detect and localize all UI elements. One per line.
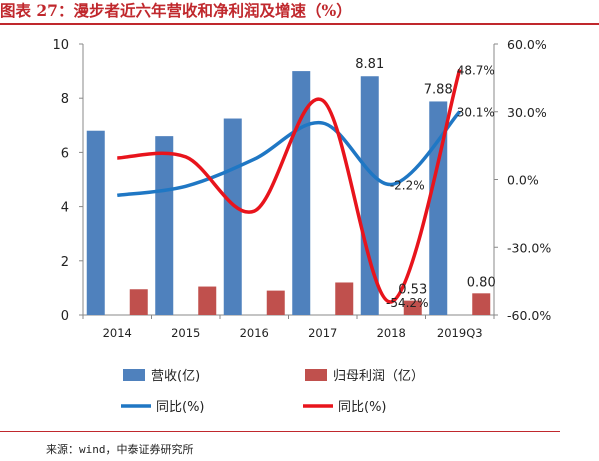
profit-bar: [198, 286, 217, 315]
data-label: 7.88: [424, 82, 453, 97]
legend-revenue-bar-label: 营收(亿): [151, 369, 200, 384]
legend-profit-growth-line-label: 同比(%): [338, 400, 387, 415]
data-label: 0.53: [398, 283, 427, 298]
right-axis-tick-label: -30.0%: [507, 240, 551, 255]
profit-bar: [266, 290, 285, 315]
left-axis-tick-label: 4: [61, 201, 69, 216]
legend-profit-bar-swatch: [305, 369, 327, 381]
revenue-bar: [429, 101, 448, 316]
left-axis-tick-label: 8: [61, 92, 69, 107]
chart-axes: 0 2 4 6 8 10 -60.0% -30.0% 0.0% 30.0% 60.0% 2014 201…: [52, 37, 551, 340]
revenue-bar: [223, 118, 242, 316]
bottom-rule: [0, 431, 560, 432]
figure-title: 图表 27：漫步者近六年营收和净利润及增速（%）: [0, 1, 352, 20]
chart-data-labels: 8.81 7.88 0.53 0.80 -2.2% 30.1% -54.2% 48.7%: [355, 57, 495, 310]
x-axis-tick-label: 2014: [103, 326, 132, 340]
data-label: 0.80: [467, 275, 496, 290]
chart-legend: 营收(亿) 归母利润（亿） 同比(%) 同比(%): [121, 369, 424, 415]
right-axis-tick-label: 0.0%: [507, 173, 539, 188]
profit-bar: [472, 293, 491, 315]
chart-lines: [117, 69, 462, 304]
profit-bar: [403, 300, 422, 315]
right-axis-tick-label: 60.0%: [507, 37, 547, 52]
profit-bar: [335, 282, 354, 315]
left-axis-tick-label: 10: [52, 38, 69, 53]
profit-growth-line: [117, 69, 462, 304]
x-axis-tick-label: 2015: [171, 326, 200, 340]
x-axis-tick-label: 2016: [240, 326, 269, 340]
legend-revenue-bar-swatch: [123, 369, 145, 381]
source-note: 来源：wind，中泰证券研究所: [46, 443, 194, 456]
data-label: 48.7%: [457, 64, 495, 78]
title-rule: [0, 23, 599, 25]
x-axis-tick-label: 2019Q3: [437, 326, 483, 340]
data-label: -54.2%: [386, 296, 428, 310]
left-axis-tick-label: 2: [61, 255, 69, 270]
x-axis-tick-label: 2017: [308, 326, 337, 340]
revenue-growth-line: [117, 110, 462, 198]
revenue-bar: [155, 136, 174, 315]
left-axis-tick-label: 0: [61, 309, 69, 324]
legend-profit-bar-label: 归母利润（亿）: [333, 369, 424, 384]
revenue-bar: [360, 76, 379, 316]
data-label: 30.1%: [457, 106, 495, 120]
right-axis-tick-label: 30.0%: [507, 105, 547, 120]
legend-revenue-growth-line-label: 同比(%): [156, 400, 205, 415]
data-label: -2.2%: [390, 178, 425, 192]
chart-bars: [86, 71, 491, 316]
revenue-bar: [86, 130, 105, 315]
profit-bar: [129, 289, 148, 315]
x-axis-tick-label: 2018: [377, 326, 406, 340]
right-axis-tick-label: -60.0%: [507, 308, 551, 323]
left-axis-tick-label: 6: [61, 146, 69, 161]
data-label: 8.81: [355, 57, 384, 72]
